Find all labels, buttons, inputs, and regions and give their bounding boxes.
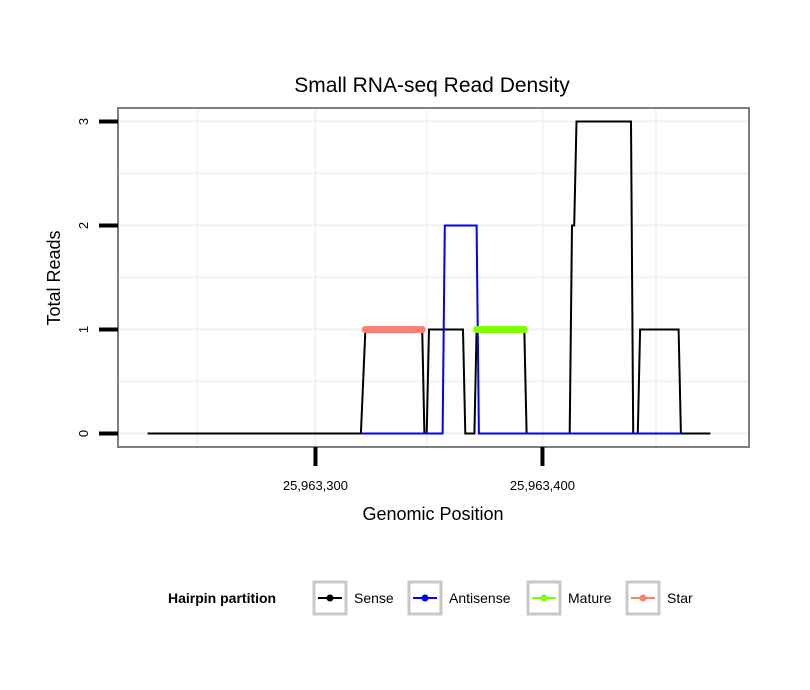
legend-key-point [326,594,334,602]
legend-label: Antisense [449,590,511,606]
y-axis-title: Total Reads [44,230,64,325]
x-tick-label: 25,963,300 [283,478,348,493]
y-tick-label: 2 [76,222,91,229]
y-tick-label: 0 [76,430,91,437]
legend-label: Mature [568,590,612,606]
y-tick-label: 1 [76,326,91,333]
x-axis-title: Genomic Position [362,504,503,524]
legend-label: Star [667,590,693,606]
legend-label: Sense [354,590,394,606]
chart-title: Small RNA-seq Read Density [294,74,570,97]
y-tick-label: 3 [76,118,91,125]
gridlines [118,108,749,447]
x-tick-label: 25,963,400 [510,478,575,493]
legend: Hairpin partition Sense Antisense Mature St… [168,580,693,616]
x-axis: 25,963,300 25,963,400 [283,447,575,493]
legend-title: Hairpin partition [168,590,276,606]
legend-key-point [540,594,548,602]
series-layer [147,120,711,435]
legend-key-point [421,594,429,602]
series-antisense-line [360,224,681,435]
plot-frame [117,107,750,448]
y-axis: 0 1 2 3 [76,118,118,437]
legend-key-point [639,594,647,602]
